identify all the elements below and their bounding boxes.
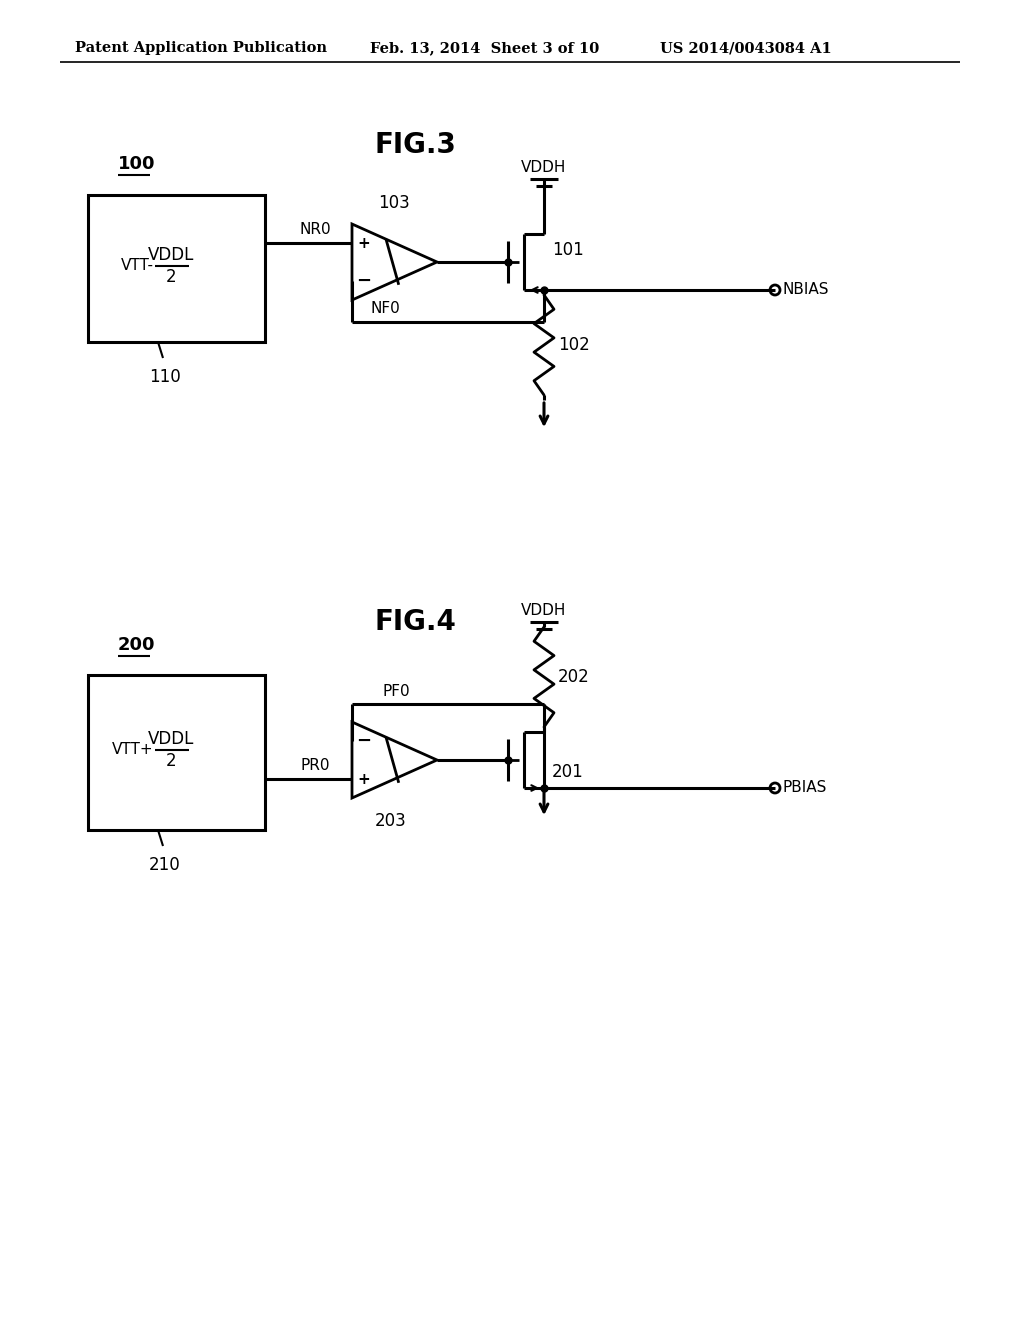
Bar xyxy=(88,675,265,830)
Text: FIG.3: FIG.3 xyxy=(374,131,456,158)
Text: NBIAS: NBIAS xyxy=(783,282,829,297)
Text: US 2014/0043084 A1: US 2014/0043084 A1 xyxy=(660,41,831,55)
Bar xyxy=(88,195,265,342)
Text: PF0: PF0 xyxy=(382,684,410,700)
Text: 200: 200 xyxy=(118,636,156,653)
Text: 203: 203 xyxy=(375,812,407,830)
Text: VDDL: VDDL xyxy=(148,246,195,264)
Text: VTT-: VTT- xyxy=(121,257,154,273)
Text: +: + xyxy=(357,235,371,251)
Text: NR0: NR0 xyxy=(299,222,331,238)
Text: Feb. 13, 2014  Sheet 3 of 10: Feb. 13, 2014 Sheet 3 of 10 xyxy=(370,41,599,55)
Text: 103: 103 xyxy=(379,194,411,213)
Text: 210: 210 xyxy=(150,855,181,874)
Text: 102: 102 xyxy=(558,337,590,354)
Text: 2: 2 xyxy=(166,268,177,286)
Text: VDDH: VDDH xyxy=(521,603,566,618)
Text: 201: 201 xyxy=(552,763,584,781)
Text: −: − xyxy=(356,733,372,750)
Text: VDDH: VDDH xyxy=(521,160,566,176)
Text: 2: 2 xyxy=(166,752,177,771)
Text: Patent Application Publication: Patent Application Publication xyxy=(75,41,327,55)
Text: PBIAS: PBIAS xyxy=(783,780,827,796)
Text: VTT+: VTT+ xyxy=(112,742,154,756)
Text: VDDL: VDDL xyxy=(148,730,195,747)
Text: FIG.4: FIG.4 xyxy=(374,609,456,636)
Text: 101: 101 xyxy=(552,242,584,259)
Text: PR0: PR0 xyxy=(300,758,330,774)
Text: +: + xyxy=(357,771,371,787)
Text: 100: 100 xyxy=(118,154,156,173)
Text: 110: 110 xyxy=(150,368,181,385)
Text: 202: 202 xyxy=(558,668,590,686)
Text: NF0: NF0 xyxy=(370,301,399,315)
Text: −: − xyxy=(356,272,372,290)
